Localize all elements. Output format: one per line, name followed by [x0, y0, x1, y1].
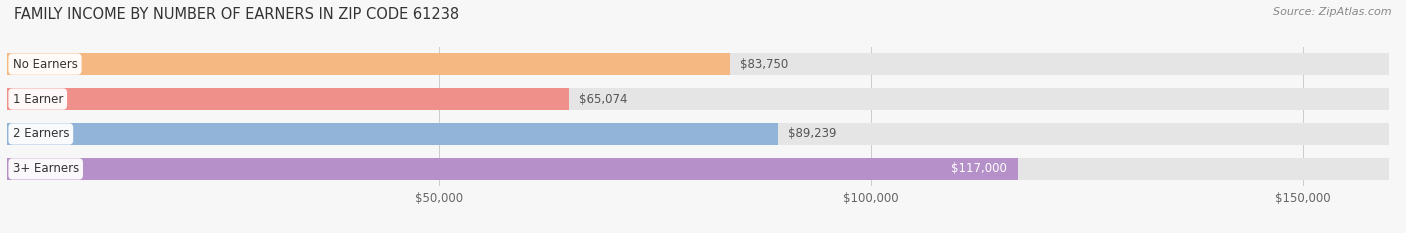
Text: No Earners: No Earners: [13, 58, 77, 71]
Bar: [7, 53, 731, 75]
Text: $65,074: $65,074: [579, 93, 627, 106]
Bar: [7, 123, 1389, 145]
Text: $117,000: $117,000: [950, 162, 1007, 175]
Text: 1 Earner: 1 Earner: [13, 93, 63, 106]
Text: 3+ Earners: 3+ Earners: [13, 162, 79, 175]
Text: 2 Earners: 2 Earners: [13, 127, 69, 140]
Bar: [7, 158, 1389, 180]
Text: FAMILY INCOME BY NUMBER OF EARNERS IN ZIP CODE 61238: FAMILY INCOME BY NUMBER OF EARNERS IN ZI…: [14, 7, 460, 22]
Bar: [7, 123, 778, 145]
Bar: [7, 88, 1389, 110]
Bar: [7, 53, 1389, 75]
Bar: [7, 88, 569, 110]
Bar: [7, 158, 1018, 180]
Text: $89,239: $89,239: [787, 127, 837, 140]
Text: $83,750: $83,750: [740, 58, 789, 71]
Text: Source: ZipAtlas.com: Source: ZipAtlas.com: [1274, 7, 1392, 17]
